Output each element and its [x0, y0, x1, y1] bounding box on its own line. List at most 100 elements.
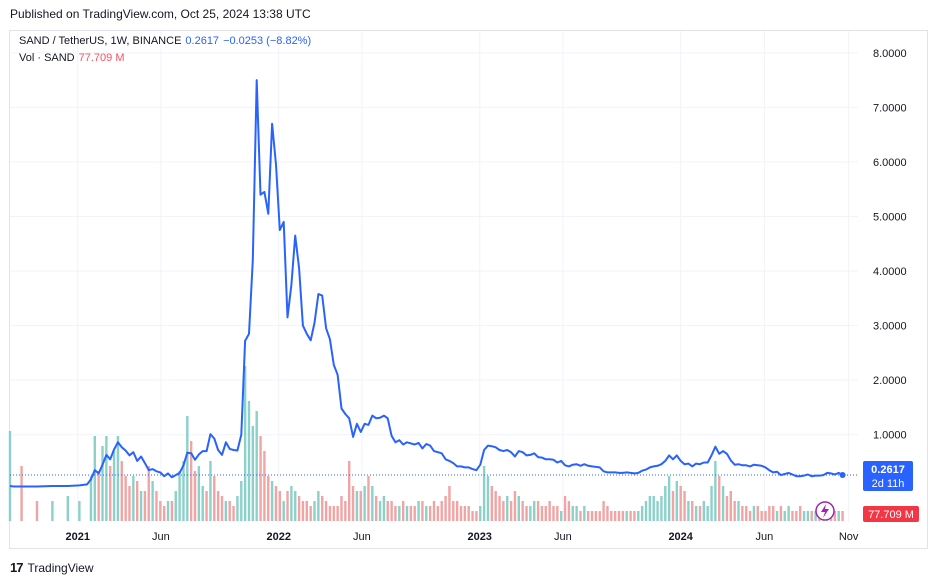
- volume-bar: [640, 506, 644, 521]
- volume-bar: [675, 481, 679, 521]
- volume-bar: [598, 511, 601, 521]
- volume-bar: [382, 496, 386, 521]
- volume-bar: [371, 486, 374, 521]
- chart-frame: [9, 30, 928, 549]
- volume-bar: [232, 506, 235, 521]
- volume-bar: [348, 461, 351, 521]
- volume-bar: [656, 501, 659, 521]
- price-axis: 1.0000 2.0000 3.0000 4.0000 5.0000 6.0000 7.00…: [873, 48, 907, 442]
- volume-bar: [213, 476, 216, 521]
- volume-bar: [328, 506, 332, 521]
- volume-bar: [687, 501, 690, 521]
- legend-volume: 77.709 M: [78, 52, 125, 64]
- volume-bar: [729, 491, 732, 521]
- volume-bar: [278, 491, 282, 521]
- volume-bar: [270, 481, 274, 521]
- volume-bar: [116, 436, 120, 521]
- volume-bar: [768, 506, 771, 521]
- volume-bar: [197, 466, 201, 521]
- volume-bar: [282, 501, 285, 521]
- volume-bar: [309, 506, 312, 521]
- volume-bar: [89, 476, 93, 521]
- volume-bar: [475, 511, 478, 521]
- published-caption: Published on TradingView.com, Oct 25, 20…: [10, 7, 311, 21]
- volume-bar: [552, 506, 555, 521]
- volume-bar: [436, 506, 440, 521]
- time-axis: 2021 Jun 2022 Jun 2023 Jun 2024 Jun Nov: [65, 531, 858, 543]
- y-tick-label: 7.0000: [873, 102, 907, 114]
- x-tick-label: Jun: [353, 531, 371, 543]
- volume-bar: [263, 451, 266, 521]
- volume-bar: [413, 506, 416, 521]
- y-tick-label: 6.0000: [873, 157, 907, 169]
- volume-bar: [178, 471, 181, 521]
- volume-bar: [193, 471, 197, 521]
- volume-bar: [652, 496, 655, 521]
- volume-bar: [425, 506, 428, 521]
- volume-bar: [482, 466, 486, 521]
- volume-bar: [733, 501, 736, 521]
- volume-bar: [602, 501, 605, 521]
- volume-bar: [374, 496, 378, 521]
- volume-bar: [741, 506, 744, 521]
- volume-bar: [336, 506, 339, 521]
- volume-bar: [344, 501, 347, 521]
- volume-bar: [583, 506, 586, 521]
- volume-bar: [455, 501, 459, 521]
- volume-bars: [8, 366, 844, 521]
- volume-bar: [814, 511, 817, 521]
- volume-bar: [243, 366, 247, 521]
- volume-bar: [367, 476, 370, 521]
- volume-bar: [502, 501, 505, 521]
- volume-bar: [463, 506, 467, 521]
- volume-bar: [748, 511, 752, 521]
- volume-bar: [428, 506, 432, 521]
- x-tick-label: 2023: [467, 531, 491, 543]
- volume-bar: [610, 511, 613, 521]
- volume-bar: [752, 506, 756, 521]
- chart-grid: [10, 31, 858, 522]
- volume-bar: [20, 466, 23, 521]
- volume-bar: [714, 461, 717, 521]
- volume-bar: [332, 506, 335, 521]
- volume-bar: [170, 501, 174, 521]
- volume-bar: [698, 506, 702, 521]
- volume-bar: [590, 511, 594, 521]
- volume-bar: [760, 511, 763, 521]
- volume-bar: [787, 506, 790, 521]
- volume-bar: [321, 496, 324, 521]
- tradingview-logo-icon: 17: [10, 560, 24, 575]
- volume-bar: [779, 506, 783, 521]
- volume-bar: [224, 501, 228, 521]
- volume-bar: [745, 506, 748, 521]
- volume-bar: [421, 501, 424, 521]
- last-volume-label: 77.709 M: [868, 509, 914, 521]
- volume-bar: [691, 501, 694, 521]
- volume-bar: [205, 491, 208, 521]
- volume-bar: [174, 491, 177, 521]
- volume-legend[interactable]: Vol · SAND 77.709 M: [19, 52, 125, 64]
- volume-bar: [633, 511, 636, 521]
- volume-bar: [182, 461, 185, 521]
- volume-bar: [78, 501, 81, 521]
- volume-bar: [401, 501, 405, 521]
- lightning-icon[interactable]: [815, 501, 835, 521]
- volume-bar: [290, 486, 293, 521]
- volume-bar: [606, 506, 609, 521]
- volume-bar: [255, 411, 258, 521]
- volume-bar: [660, 496, 663, 521]
- volume-bar: [521, 501, 524, 521]
- volume-bar: [313, 501, 316, 521]
- last-price-tag: 0.2617 2d 11h: [863, 461, 913, 491]
- volume-bar: [567, 501, 571, 521]
- volume-bar: [120, 461, 123, 521]
- volume-bar: [806, 511, 810, 521]
- footer-brand[interactable]: 17 TradingView: [10, 560, 94, 575]
- volume-bar: [772, 506, 775, 521]
- volume-bar: [586, 511, 590, 521]
- volume-bar: [667, 476, 671, 521]
- symbol-legend[interactable]: SAND / TetherUS, 1W, BINANCE 0.2617 −0.025…: [19, 35, 311, 47]
- volume-bar: [513, 491, 517, 521]
- volume-bar: [613, 511, 617, 521]
